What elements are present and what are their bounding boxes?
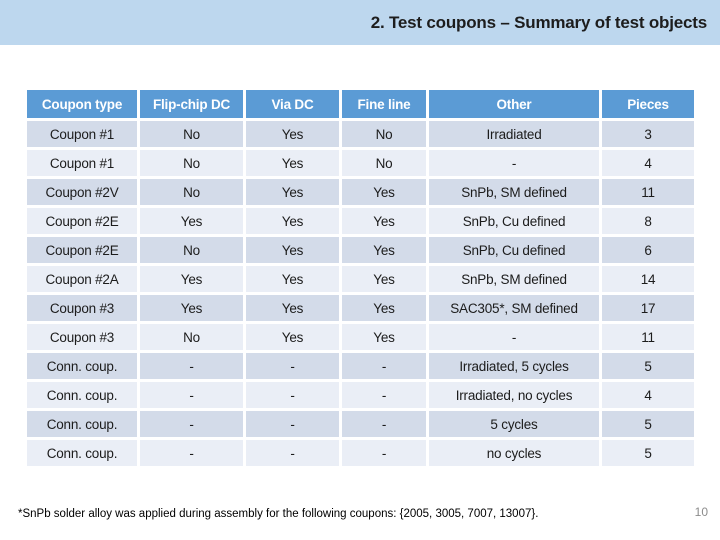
table-row: Conn. coup. - - -5 cycles 5 bbox=[27, 411, 694, 437]
table-cell: No bbox=[140, 121, 243, 147]
table-cell: - bbox=[342, 411, 426, 437]
table-cell: Yes bbox=[246, 179, 339, 205]
table-cell: Yes bbox=[140, 266, 243, 292]
table-cell: - bbox=[246, 382, 339, 408]
table-cell: Yes bbox=[246, 237, 339, 263]
test-objects-table-container: Coupon type Flip-chip DC Via DC Fine line Ot… bbox=[24, 87, 697, 469]
table-cell: No bbox=[140, 150, 243, 176]
table-cell: Yes bbox=[140, 295, 243, 321]
table-cell: Yes bbox=[342, 237, 426, 263]
table-cell: Coupon #1 bbox=[27, 121, 137, 147]
table-cell: - bbox=[342, 382, 426, 408]
table-cell: 5 bbox=[602, 353, 694, 379]
table-cell: - bbox=[140, 440, 243, 466]
table-row: Conn. coup. - - - no cycles 5 bbox=[27, 440, 694, 466]
table-cell: SnPb, SM defined bbox=[429, 266, 599, 292]
table-cell: - bbox=[342, 440, 426, 466]
table-cell: Yes bbox=[342, 295, 426, 321]
table-cell: no cycles bbox=[429, 440, 599, 466]
table-cell: Coupon #2E bbox=[27, 237, 137, 263]
test-objects-table: Coupon type Flip-chip DC Via DC Fine line Ot… bbox=[24, 87, 697, 469]
table-header-row: Coupon type Flip-chip DC Via DC Fine line Ot… bbox=[27, 90, 694, 118]
table-row: Coupon #2V No Yes Yes SnPb, SM defined 11 bbox=[27, 179, 694, 205]
table-row: Coupon #2A Yes Yes Yes SnPb, SM defined 14 bbox=[27, 266, 694, 292]
column-header: Coupon type bbox=[27, 90, 137, 118]
table-cell: 6 bbox=[602, 237, 694, 263]
table-cell: Yes bbox=[246, 295, 339, 321]
table-cell: Yes bbox=[246, 121, 339, 147]
table-cell: No bbox=[342, 121, 426, 147]
column-header: Pieces bbox=[602, 90, 694, 118]
table-row: Coupon #1 No Yes No -4 bbox=[27, 150, 694, 176]
table-cell: SnPb, Cu defined bbox=[429, 208, 599, 234]
table-cell: Yes bbox=[246, 208, 339, 234]
table-cell: - bbox=[429, 324, 599, 350]
slide-title: 2. Test coupons – Summary of test object… bbox=[370, 13, 707, 32]
table-row: Coupon #2E Yes Yes Yes SnPb, Cu defined 8 bbox=[27, 208, 694, 234]
table-cell: 5 bbox=[602, 440, 694, 466]
table-cell: 11 bbox=[602, 179, 694, 205]
table-cell: Conn. coup. bbox=[27, 382, 137, 408]
table-cell: Irradiated, 5 cycles bbox=[429, 353, 599, 379]
column-header: Other bbox=[429, 90, 599, 118]
table-cell: Irradiated, no cycles bbox=[429, 382, 599, 408]
table-cell: Conn. coup. bbox=[27, 411, 137, 437]
table-cell: Coupon #3 bbox=[27, 295, 137, 321]
table-cell: Yes bbox=[246, 324, 339, 350]
table-cell: Yes bbox=[342, 324, 426, 350]
table-cell: Conn. coup. bbox=[27, 440, 137, 466]
table-cell: Coupon #2A bbox=[27, 266, 137, 292]
table-cell: - bbox=[246, 353, 339, 379]
table-cell: - bbox=[140, 411, 243, 437]
table-cell: 4 bbox=[602, 382, 694, 408]
table-cell: Yes bbox=[342, 179, 426, 205]
footnote: *SnPb solder alloy was applied during as… bbox=[18, 508, 539, 520]
table-cell: Yes bbox=[342, 208, 426, 234]
table-cell: - bbox=[140, 353, 243, 379]
table-cell: - bbox=[342, 353, 426, 379]
table-cell: Coupon #2E bbox=[27, 208, 137, 234]
table-cell: 11 bbox=[602, 324, 694, 350]
table-cell: - bbox=[140, 382, 243, 408]
table-cell: Coupon #2V bbox=[27, 179, 137, 205]
table-cell: SAC305*, SM defined bbox=[429, 295, 599, 321]
table-cell: Conn. coup. bbox=[27, 353, 137, 379]
table-cell: 4 bbox=[602, 150, 694, 176]
table-cell: Irradiated bbox=[429, 121, 599, 147]
table-cell: Coupon #3 bbox=[27, 324, 137, 350]
table-cell: Yes bbox=[140, 208, 243, 234]
table-cell: - bbox=[429, 150, 599, 176]
table-row: Coupon #1 No Yes No Irradiated 3 bbox=[27, 121, 694, 147]
table-cell: No bbox=[140, 324, 243, 350]
table-cell: SnPb, Cu defined bbox=[429, 237, 599, 263]
table-cell: 5 cycles bbox=[429, 411, 599, 437]
table-cell: 17 bbox=[602, 295, 694, 321]
table-cell: Yes bbox=[246, 266, 339, 292]
table-cell: No bbox=[140, 237, 243, 263]
table-cell: Yes bbox=[342, 266, 426, 292]
table-cell: No bbox=[342, 150, 426, 176]
table-row: Coupon #3 Yes Yes Yes SAC305*, SM defined 17 bbox=[27, 295, 694, 321]
table-cell: No bbox=[140, 179, 243, 205]
table-row: Coupon #3 No Yes Yes -11 bbox=[27, 324, 694, 350]
table-cell: 3 bbox=[602, 121, 694, 147]
table-row: Coupon #2E No Yes Yes SnPb, Cu defined 6 bbox=[27, 237, 694, 263]
table-cell: - bbox=[246, 411, 339, 437]
column-header: Fine line bbox=[342, 90, 426, 118]
table-cell: 14 bbox=[602, 266, 694, 292]
table-body: Coupon #1 No Yes No Irradiated 3 Coupon #1 No Ye… bbox=[27, 121, 694, 466]
table-cell: SnPb, SM defined bbox=[429, 179, 599, 205]
table-row: Conn. coup. - - - Irradiated, 5 cycles 5 bbox=[27, 353, 694, 379]
table-cell: Yes bbox=[246, 150, 339, 176]
title-banner: 2. Test coupons – Summary of test object… bbox=[0, 0, 720, 45]
page-number: 10 bbox=[694, 505, 708, 519]
table-cell: - bbox=[246, 440, 339, 466]
table-cell: Coupon #1 bbox=[27, 150, 137, 176]
column-header: Flip-chip DC bbox=[140, 90, 243, 118]
column-header: Via DC bbox=[246, 90, 339, 118]
table-row: Conn. coup. - - - Irradiated, no cycles 4 bbox=[27, 382, 694, 408]
table-cell: 5 bbox=[602, 411, 694, 437]
table-cell: 8 bbox=[602, 208, 694, 234]
